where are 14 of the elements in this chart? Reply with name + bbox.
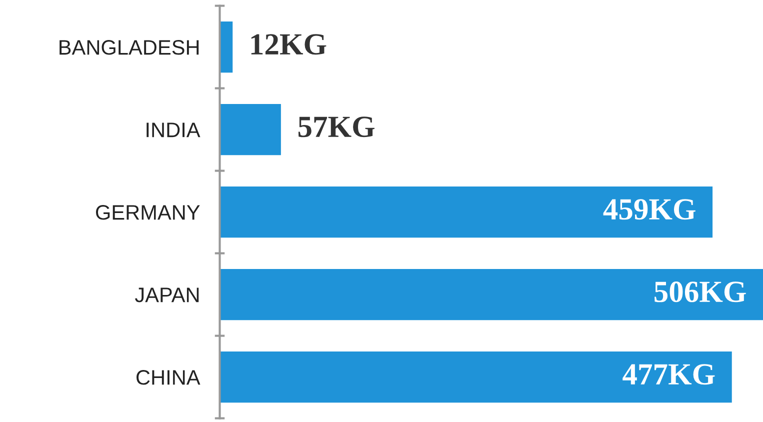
data-label: 57KG xyxy=(298,116,374,138)
y-tick-label: CHINA xyxy=(136,370,200,385)
data-label: 12KG xyxy=(251,34,326,55)
data-label: 506KG xyxy=(654,282,746,302)
y-tick-label: BANGLADESH xyxy=(60,40,199,55)
data-label: 459KG xyxy=(603,199,696,220)
bar xyxy=(220,351,732,403)
data-label: 477KG xyxy=(622,364,715,385)
y-tick-label: INDIA xyxy=(146,122,200,138)
y-tick-label: GERMANY xyxy=(96,205,200,220)
bar xyxy=(220,104,281,156)
bar xyxy=(220,268,763,320)
bar xyxy=(220,186,713,238)
y-tick-label: JAPAN xyxy=(135,288,199,302)
